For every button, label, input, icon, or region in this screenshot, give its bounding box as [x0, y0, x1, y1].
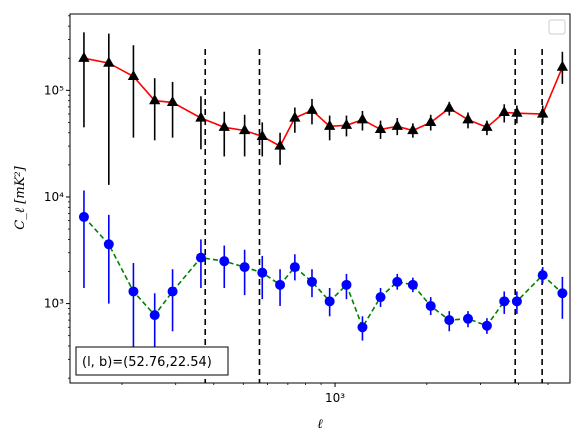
series-0-point-2 [127, 69, 140, 81]
series-1-point-13 [341, 279, 352, 290]
series-1-point-9 [275, 279, 286, 290]
series-0 [78, 32, 569, 185]
series-layer [78, 32, 569, 355]
series-1-point-6 [219, 256, 230, 267]
series-1-point-7 [239, 262, 250, 273]
y-tick-label-2: 10⁵ [44, 83, 64, 97]
y-axis-label: C_ℓ [mK²] [13, 165, 28, 229]
series-0-point-21 [481, 120, 493, 131]
series-1-point-0 [78, 211, 89, 222]
series-1-point-8 [257, 267, 268, 278]
series-1-point-20 [462, 313, 473, 324]
annotation-box [75, 346, 229, 376]
series-1-point-25 [557, 288, 568, 299]
series-1-point-15 [375, 292, 386, 303]
series-0-point-11 [306, 103, 318, 114]
annotation-text: (l, b)=(52.76,22.54) [82, 355, 212, 370]
series-1-point-23 [511, 296, 522, 307]
series-1-point-17 [407, 279, 418, 290]
series-1-point-10 [289, 262, 300, 273]
series-0-point-6 [218, 120, 230, 131]
series-0-point-3 [149, 94, 161, 105]
series-0-point-15 [374, 122, 387, 134]
series-0-point-12 [323, 119, 336, 130]
series-1-point-22 [499, 296, 510, 307]
series-0-point-7 [238, 124, 251, 135]
series-1-point-16 [392, 276, 403, 287]
x-tick-label-0: 10³ [325, 391, 345, 405]
series-1-point-3 [149, 310, 160, 321]
series-1-point-5 [195, 252, 206, 263]
legend-box [548, 19, 566, 35]
series-0-point-1 [103, 56, 115, 67]
x-axis-label: ℓ [317, 417, 323, 432]
y-tick-label-0: 10³ [44, 297, 64, 311]
series-1-point-11 [306, 276, 317, 287]
series-0-point-8 [256, 129, 268, 140]
series-0-point-17 [407, 124, 419, 135]
series-0-point-23 [511, 106, 523, 117]
series-1 [78, 190, 568, 355]
series-0-point-22 [498, 105, 510, 117]
series-0-point-13 [340, 118, 353, 129]
series-0-point-25 [556, 60, 569, 71]
series-1-point-4 [167, 286, 178, 297]
series-1-point-1 [103, 239, 114, 250]
series-1-line [83, 216, 563, 330]
series-0-point-20 [462, 113, 474, 124]
series-0-point-16 [391, 119, 403, 130]
series-0-point-18 [425, 115, 437, 127]
series-1-point-14 [357, 322, 368, 333]
series-0-point-19 [443, 101, 455, 112]
y-tick-label-1: 10⁴ [44, 190, 64, 204]
series-0-point-10 [289, 111, 301, 122]
vertical-lines-layer [204, 49, 543, 383]
series-1-point-21 [481, 320, 492, 331]
series-1-point-12 [324, 296, 335, 307]
series-0-point-24 [537, 107, 549, 118]
plot-frame [69, 13, 571, 384]
axis-layer: 10³ 10⁴ 10⁵ 10³ [44, 15, 549, 405]
series-1-point-2 [128, 286, 139, 297]
series-1-point-24 [537, 270, 548, 281]
series-0-point-4 [166, 95, 179, 107]
series-0-point-5 [195, 111, 207, 122]
series-0-point-0 [78, 51, 90, 62]
series-1-point-19 [444, 315, 455, 326]
series-0-point-9 [274, 139, 286, 150]
plot-background [70, 14, 570, 383]
series-0-point-14 [356, 113, 369, 124]
series-1-point-18 [425, 300, 436, 311]
